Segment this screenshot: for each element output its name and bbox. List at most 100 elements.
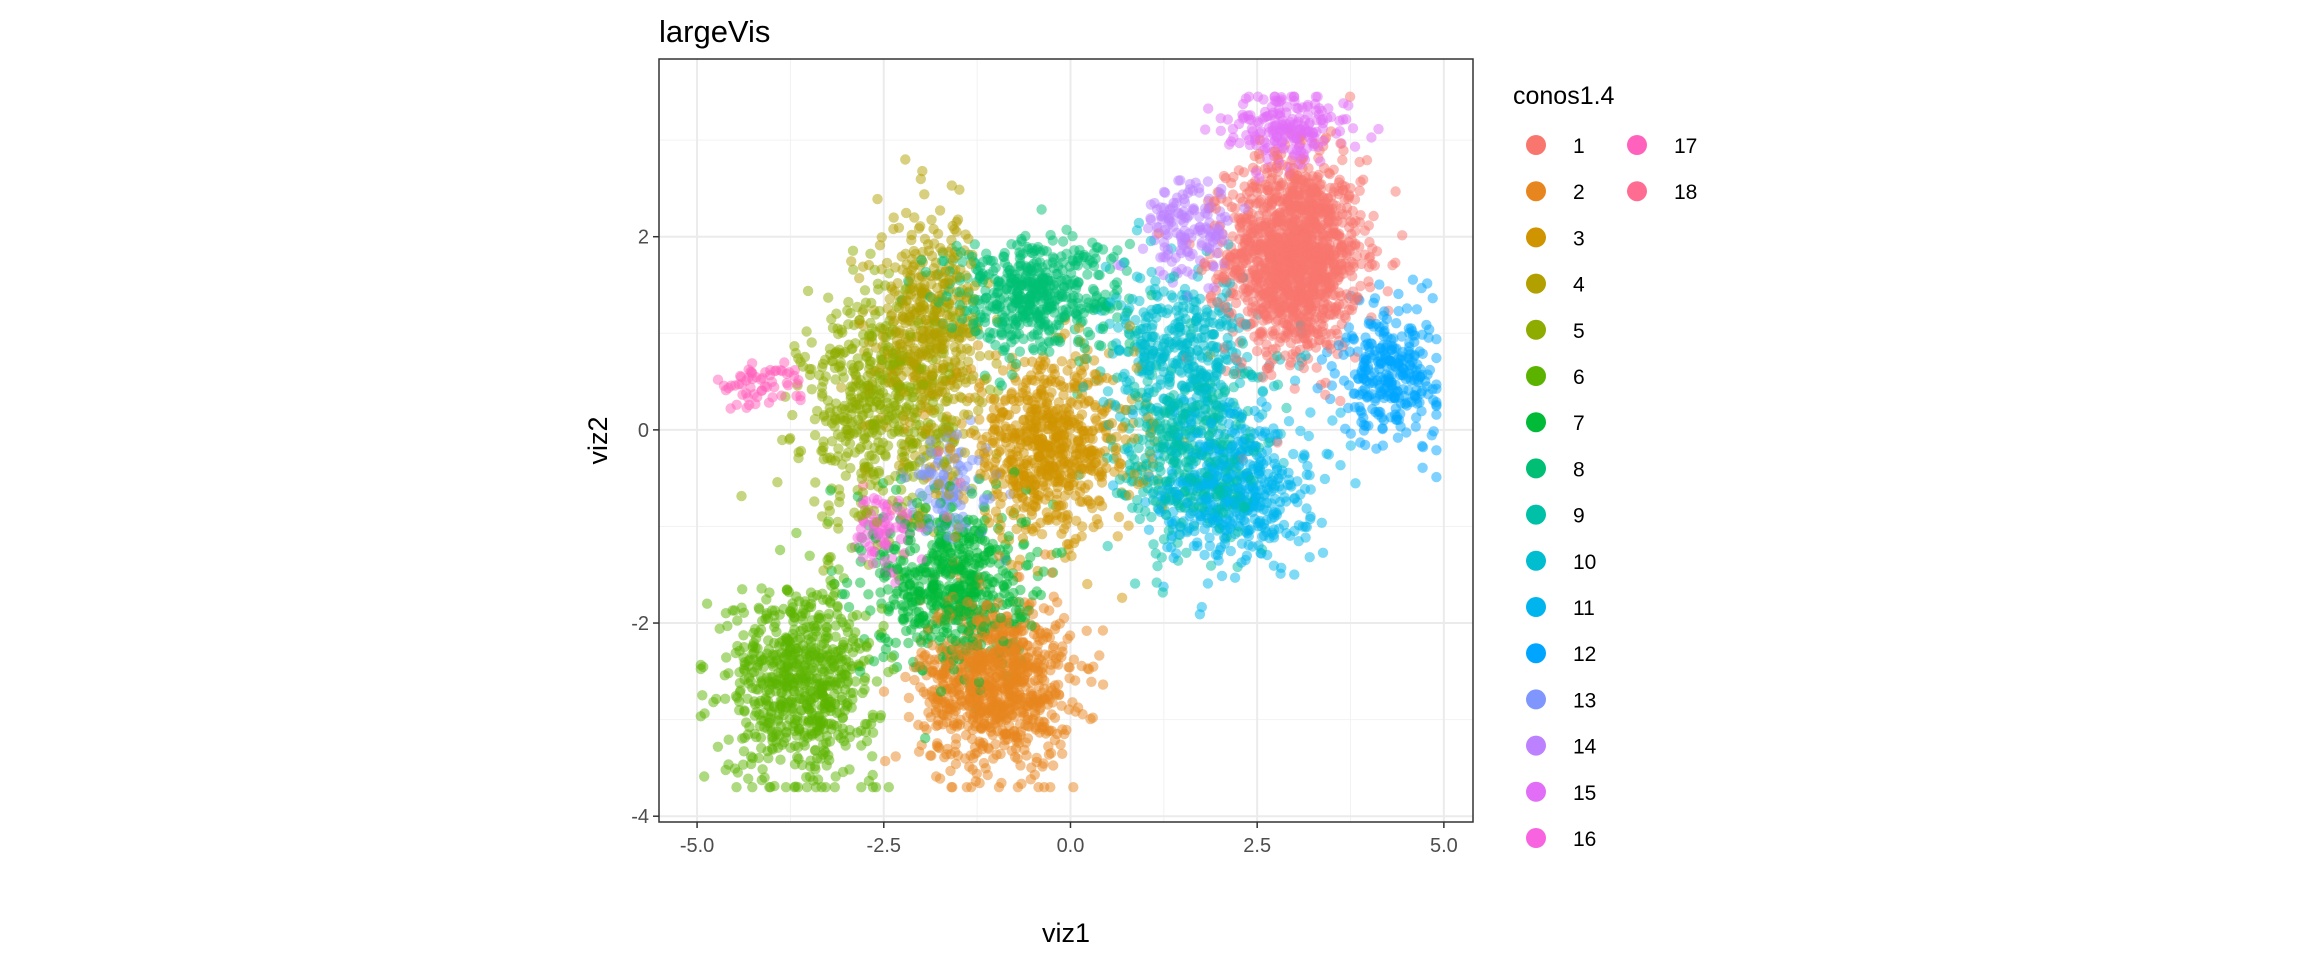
- data-point-cluster-6: [840, 622, 852, 633]
- data-point-cluster-4: [901, 207, 912, 219]
- data-point-cluster-1: [1371, 246, 1383, 257]
- data-point-cluster-15: [1349, 141, 1361, 152]
- data-point-cluster-14: [1201, 242, 1213, 253]
- data-point-cluster-13: [962, 461, 973, 472]
- data-point-cluster-1: [1230, 297, 1242, 309]
- data-point-cluster-1: [1355, 176, 1366, 187]
- data-point-cluster-13: [922, 493, 933, 505]
- data-point-cluster-8: [1112, 312, 1123, 323]
- data-point-cluster-9: [1123, 346, 1134, 357]
- data-point-cluster-6: [738, 746, 750, 757]
- data-point-cluster-5: [848, 264, 859, 275]
- data-point-cluster-12: [1371, 443, 1382, 454]
- data-point-cluster-3: [1116, 592, 1128, 603]
- data-point-cluster-5: [801, 326, 812, 337]
- data-point-cluster-6: [757, 764, 768, 775]
- data-point-cluster-2: [967, 764, 978, 775]
- data-point-cluster-4: [876, 232, 887, 243]
- data-point-cluster-2: [1057, 748, 1068, 759]
- data-point-cluster-7: [913, 606, 925, 617]
- data-point-cluster-3: [973, 382, 985, 393]
- data-point-cluster-2: [934, 773, 946, 784]
- data-point-cluster-6: [747, 782, 758, 793]
- data-point-cluster-11: [1304, 552, 1315, 563]
- data-point-cluster-3: [1066, 397, 1077, 408]
- data-point-cluster-12: [1316, 354, 1328, 365]
- data-point-cluster-6: [721, 652, 732, 663]
- data-point-cluster-8: [1088, 247, 1100, 259]
- data-point-cluster-1: [1251, 345, 1263, 357]
- data-point-cluster-9: [1132, 494, 1143, 506]
- data-point-cluster-6: [734, 696, 745, 707]
- data-point-cluster-12: [1431, 471, 1442, 483]
- data-point-cluster-5: [843, 296, 854, 308]
- data-point-cluster-1: [1284, 360, 1296, 371]
- data-point-cluster-5: [806, 384, 817, 395]
- data-point-cluster-6: [738, 759, 749, 770]
- data-point-cluster-11: [1304, 470, 1315, 481]
- data-point-cluster-4: [970, 392, 981, 403]
- data-point-cluster-2: [1086, 676, 1097, 687]
- data-point-cluster-7: [930, 623, 941, 635]
- data-point-cluster-10: [1143, 384, 1155, 395]
- data-point-cluster-3: [1005, 505, 1016, 517]
- data-point-cluster-15: [1200, 124, 1211, 135]
- data-point-cluster-5: [830, 374, 841, 385]
- data-point-cluster-5: [865, 479, 876, 491]
- data-point-cluster-4: [929, 404, 940, 416]
- data-point-cluster-17: [743, 372, 754, 383]
- data-point-cluster-4: [909, 212, 920, 223]
- data-point-cluster-12: [1431, 445, 1442, 456]
- data-point-cluster-6: [823, 516, 834, 527]
- data-point-cluster-8: [977, 256, 989, 268]
- data-point-cluster-14: [1208, 282, 1220, 293]
- data-point-cluster-5: [866, 297, 877, 309]
- data-point-cluster-12: [1404, 337, 1415, 349]
- data-point-cluster-2: [909, 674, 920, 686]
- data-point-cluster-11: [1335, 460, 1346, 471]
- data-point-cluster-4: [882, 303, 893, 314]
- data-point-cluster-6: [840, 740, 851, 751]
- data-point-cluster-8: [981, 248, 992, 259]
- data-point-cluster-11: [1204, 540, 1216, 552]
- data-point-cluster-2: [1063, 662, 1074, 673]
- data-point-cluster-2: [990, 739, 1001, 750]
- data-point-cluster-15: [1253, 117, 1264, 129]
- data-point-cluster-2: [880, 755, 891, 767]
- data-point-cluster-14: [1145, 199, 1157, 210]
- data-point-cluster-17: [743, 364, 754, 375]
- data-point-cluster-8: [1087, 283, 1099, 295]
- data-point-cluster-11: [1202, 578, 1214, 589]
- data-point-cluster-2: [1043, 749, 1055, 760]
- data-point-cluster-3: [1112, 531, 1124, 542]
- data-point-cluster-9: [1172, 537, 1183, 548]
- data-point-cluster-2: [923, 707, 934, 718]
- data-point-cluster-2: [890, 751, 901, 762]
- data-point-cluster-6: [756, 742, 767, 754]
- data-point-cluster-6: [791, 527, 802, 539]
- data-point-cluster-8: [1096, 340, 1107, 352]
- data-point-cluster-11: [1199, 549, 1210, 561]
- data-point-cluster-6: [722, 620, 733, 632]
- data-point-cluster-11: [1350, 478, 1361, 489]
- data-point-cluster-5: [823, 292, 834, 303]
- data-point-cluster-3: [1036, 529, 1048, 540]
- data-point-cluster-4: [906, 234, 917, 246]
- data-point-cluster-17: [779, 357, 790, 368]
- data-point-cluster-9: [1272, 379, 1284, 390]
- data-point-cluster-5: [830, 415, 841, 426]
- data-point-cluster-11: [1302, 460, 1313, 472]
- data-point-cluster-11: [1283, 416, 1295, 427]
- data-point-cluster-5: [772, 477, 783, 488]
- data-point-cluster-10: [1113, 322, 1124, 333]
- data-point-cluster-3: [1123, 520, 1134, 531]
- data-point-cluster-9: [1111, 372, 1123, 383]
- data-point-cluster-5: [736, 490, 747, 502]
- data-point-cluster-8: [1057, 264, 1068, 276]
- data-point-cluster-6: [699, 771, 710, 782]
- data-point-cluster-14: [1145, 214, 1157, 226]
- data-point-cluster-6: [850, 676, 861, 687]
- data-point-cluster-9: [1150, 548, 1162, 559]
- data-point-cluster-1: [1336, 318, 1348, 330]
- data-point-cluster-4: [917, 165, 928, 177]
